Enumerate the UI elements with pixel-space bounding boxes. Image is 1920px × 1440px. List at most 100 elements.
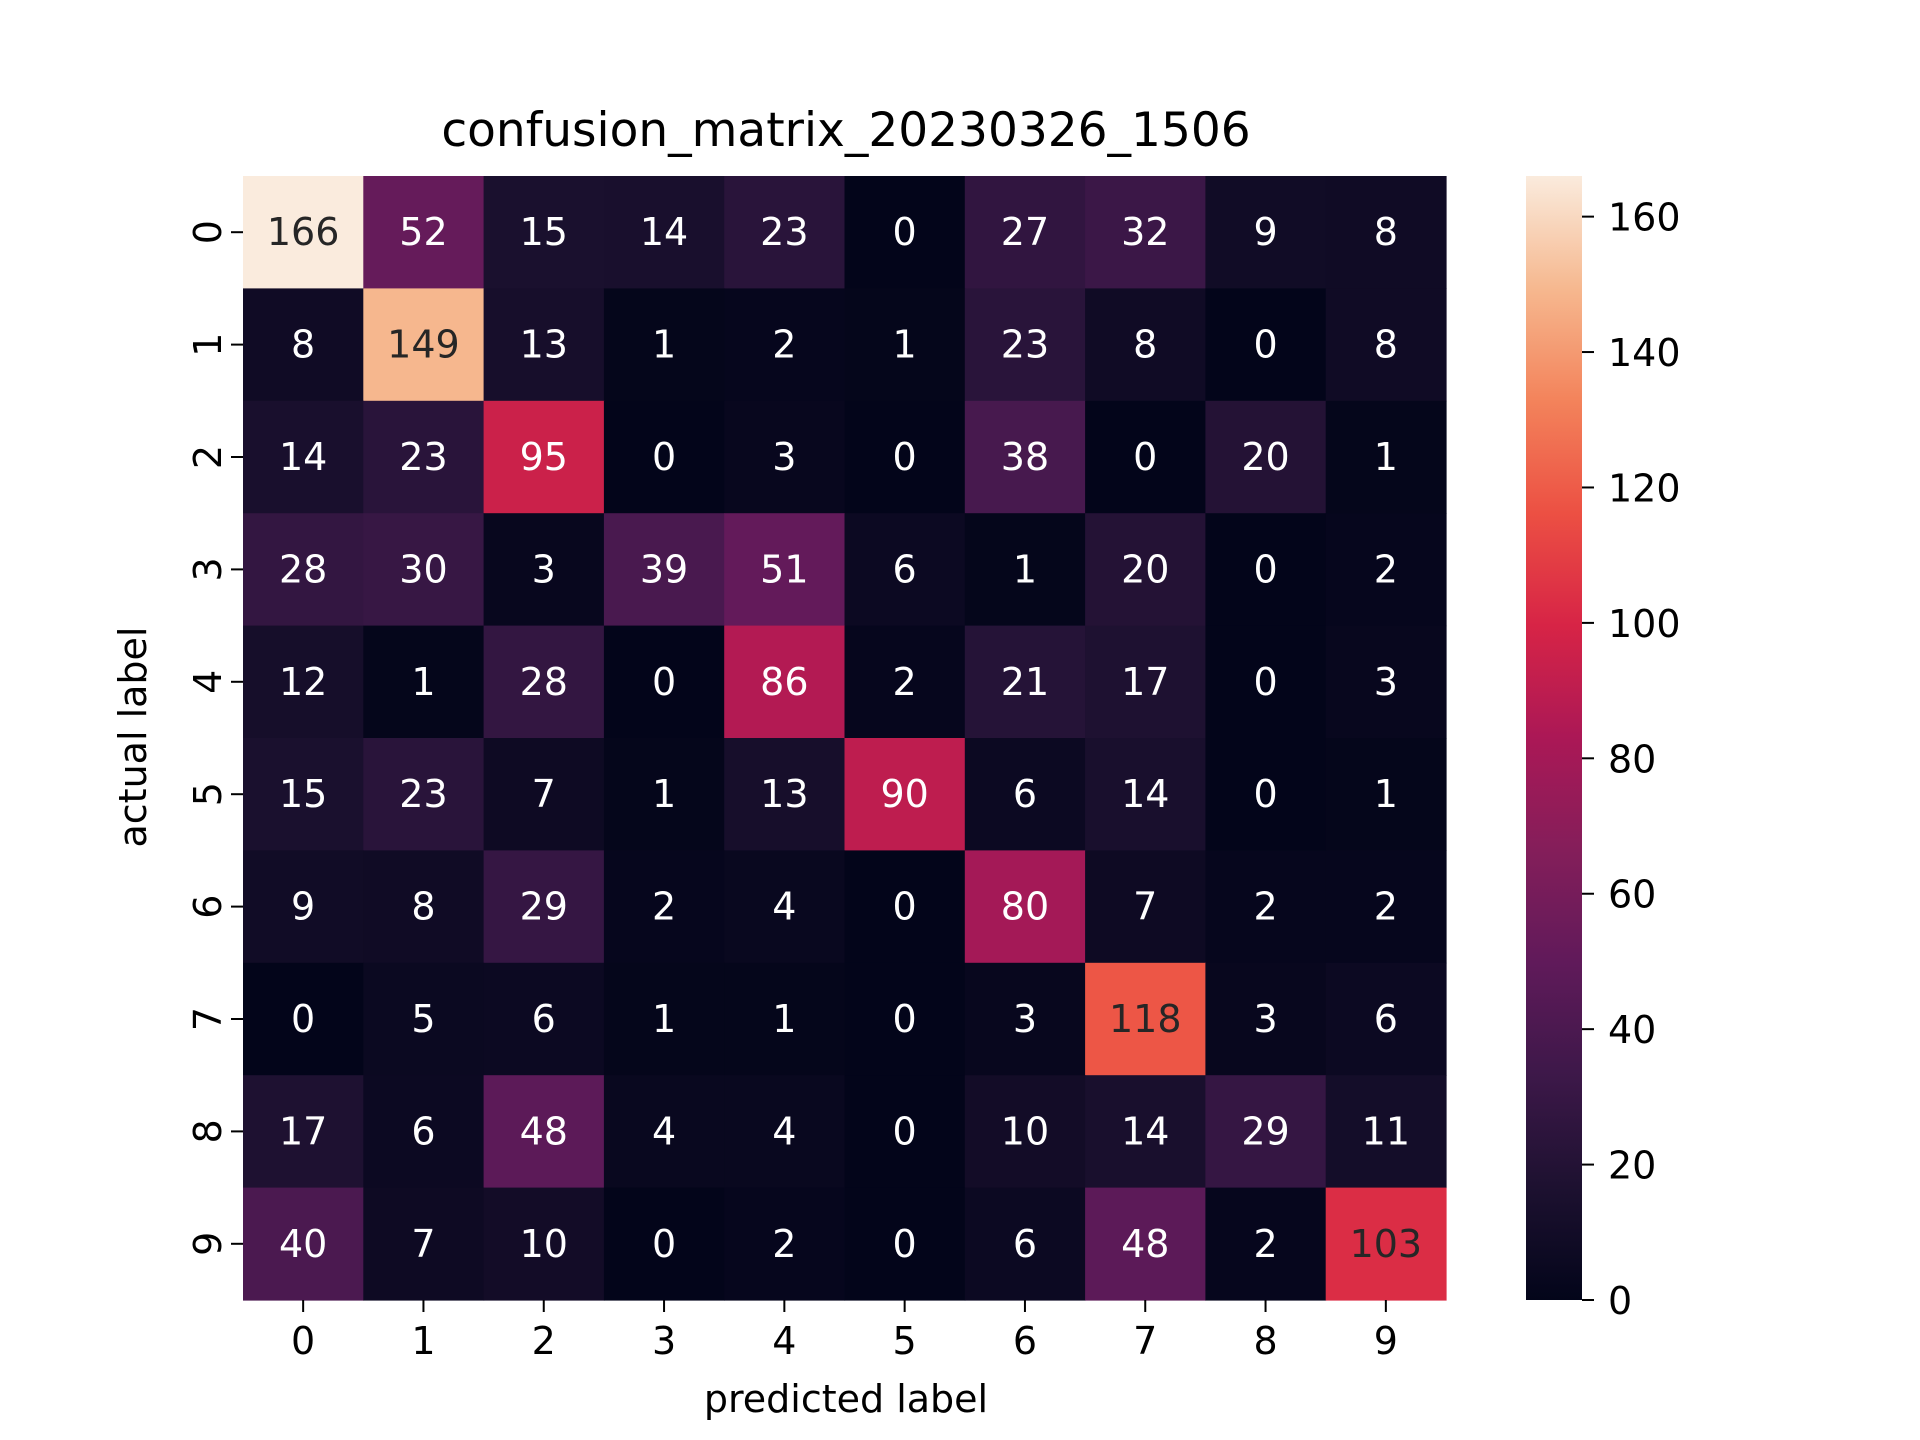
colorbar-tick-label: 40 bbox=[1608, 1008, 1656, 1052]
y-tick-label: 3 bbox=[186, 557, 230, 581]
cell-value-label: 0 bbox=[1253, 772, 1277, 816]
heatmap-cell bbox=[1205, 962, 1327, 1076]
x-tick-label: 1 bbox=[411, 1319, 435, 1363]
heatmap-cell bbox=[844, 513, 966, 627]
heatmap-cell bbox=[483, 1187, 605, 1301]
heatmap-cell bbox=[964, 176, 1086, 289]
cell-value-label: 27 bbox=[1001, 210, 1049, 254]
cell-value-label: 29 bbox=[1241, 1109, 1289, 1153]
cell-value-label: 0 bbox=[1253, 547, 1277, 591]
heatmap-cell bbox=[603, 1187, 725, 1301]
cell-value-label: 2 bbox=[1374, 885, 1398, 929]
heatmap-cell bbox=[964, 288, 1086, 402]
heatmap-cell bbox=[603, 962, 725, 1076]
chart-title: confusion_matrix_20230326_1506 bbox=[441, 103, 1250, 158]
colorbar-tick-label: 60 bbox=[1608, 873, 1656, 917]
heatmap-cell bbox=[363, 625, 485, 739]
cell-value-label: 5 bbox=[411, 997, 435, 1041]
cell-value-label: 8 bbox=[1133, 323, 1157, 367]
cell-value-label: 9 bbox=[291, 885, 315, 929]
colorbar-ticks: 0 20 40 60 80 100 120 140 160 bbox=[1582, 196, 1681, 1323]
heatmap-cell bbox=[1205, 738, 1327, 851]
heatmap-cell bbox=[1325, 850, 1447, 964]
heatmap-cell bbox=[1205, 288, 1327, 402]
heatmap-cells: 166 52 15 14 23 0 27 32 9 88 149 13 1 2 1 23 8 0 814 23 95 0 3… bbox=[243, 176, 1447, 1301]
cell-value-label: 2 bbox=[1253, 1222, 1277, 1266]
cell-value-label: 0 bbox=[893, 885, 917, 929]
cell-value-label: 2 bbox=[893, 660, 917, 704]
cell-value-label: 0 bbox=[652, 435, 676, 479]
cell-value-label: 3 bbox=[1013, 997, 1037, 1041]
y-axis-ticks: 0 1 2 3 4 5 6 7 8 9 bbox=[186, 220, 243, 1256]
heatmap-cell bbox=[483, 1075, 605, 1189]
y-tick-label: 9 bbox=[186, 1232, 230, 1256]
cell-value-label: 32 bbox=[1121, 210, 1169, 254]
heatmap-cell bbox=[1205, 513, 1327, 627]
cell-value-label: 1 bbox=[1374, 772, 1398, 816]
heatmap-cell bbox=[603, 1075, 725, 1189]
y-tick-label: 1 bbox=[186, 333, 230, 357]
cell-value-label: 29 bbox=[520, 885, 568, 929]
cell-value-label: 118 bbox=[1109, 997, 1182, 1041]
heatmap-cell bbox=[1325, 1075, 1447, 1189]
cell-value-label: 6 bbox=[893, 547, 917, 591]
cell-value-label: 39 bbox=[640, 547, 688, 591]
heatmap-cell bbox=[1085, 962, 1206, 1076]
cell-value-label: 14 bbox=[279, 435, 327, 479]
cell-value-label: 1 bbox=[411, 660, 435, 704]
heatmap-cell bbox=[1205, 176, 1327, 289]
cell-value-label: 8 bbox=[1374, 323, 1398, 367]
x-tick-label: 7 bbox=[1133, 1319, 1157, 1363]
cell-value-label: 2 bbox=[1374, 547, 1398, 591]
cell-value-label: 7 bbox=[1133, 885, 1157, 929]
y-axis-label: actual label bbox=[111, 627, 155, 848]
colorbar-tick-label: 160 bbox=[1608, 196, 1681, 240]
cell-value-label: 14 bbox=[1121, 1109, 1169, 1153]
colorbar bbox=[1526, 176, 1582, 1300]
x-tick-label: 9 bbox=[1374, 1319, 1398, 1363]
cell-value-label: 6 bbox=[1013, 1222, 1037, 1266]
heatmap-cell bbox=[1085, 738, 1206, 851]
heatmap-cell bbox=[964, 962, 1086, 1076]
cell-value-label: 13 bbox=[760, 772, 808, 816]
cell-value-label: 14 bbox=[640, 210, 688, 254]
heatmap-cell bbox=[1085, 288, 1206, 402]
heatmap-cell bbox=[243, 400, 364, 514]
cell-value-label: 1 bbox=[652, 997, 676, 1041]
heatmap-cell bbox=[363, 850, 485, 964]
colorbar-tick-label: 140 bbox=[1608, 331, 1681, 375]
cell-value-label: 6 bbox=[532, 997, 556, 1041]
cell-value-label: 21 bbox=[1001, 660, 1049, 704]
cell-value-label: 2 bbox=[652, 885, 676, 929]
cell-value-label: 1 bbox=[652, 772, 676, 816]
cell-value-label: 13 bbox=[520, 323, 568, 367]
heatmap-cell bbox=[363, 176, 485, 289]
cell-value-label: 48 bbox=[520, 1109, 568, 1153]
heatmap-cell bbox=[603, 625, 725, 739]
heatmap-cell bbox=[1085, 1075, 1206, 1189]
heatmap-cell bbox=[1205, 400, 1327, 514]
heatmap-cell bbox=[483, 513, 605, 627]
cell-value-label: 38 bbox=[1001, 435, 1049, 479]
cell-value-label: 0 bbox=[652, 1222, 676, 1266]
cell-value-label: 28 bbox=[279, 547, 327, 591]
cell-value-label: 3 bbox=[772, 435, 796, 479]
colorbar-tick-label: 0 bbox=[1608, 1279, 1632, 1323]
cell-value-label: 95 bbox=[520, 435, 568, 479]
cell-value-label: 10 bbox=[520, 1222, 568, 1266]
x-tick-label: 0 bbox=[291, 1319, 315, 1363]
heatmap-cell bbox=[363, 1075, 485, 1189]
cell-value-label: 1 bbox=[1374, 435, 1398, 479]
cell-value-label: 2 bbox=[1253, 885, 1277, 929]
cell-value-label: 1 bbox=[772, 997, 796, 1041]
cell-value-label: 23 bbox=[399, 772, 447, 816]
heatmap-cell bbox=[724, 738, 846, 851]
cell-value-label: 14 bbox=[1121, 772, 1169, 816]
heatmap-cell bbox=[1325, 625, 1447, 739]
cell-value-label: 12 bbox=[279, 660, 327, 704]
heatmap-cell bbox=[1205, 1075, 1327, 1189]
heatmap-cell bbox=[724, 1187, 846, 1301]
cell-value-label: 1 bbox=[893, 323, 917, 367]
heatmap-cell bbox=[844, 962, 966, 1076]
heatmap-cell bbox=[1325, 176, 1447, 289]
